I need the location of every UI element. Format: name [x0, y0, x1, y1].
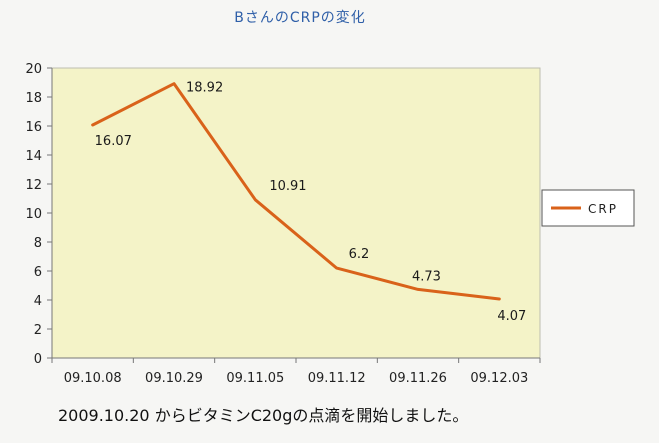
- y-tick-label: 2: [34, 323, 42, 338]
- plot-area: [51, 67, 541, 359]
- data-label: 10.91: [269, 179, 306, 194]
- data-label: 4.07: [497, 309, 526, 324]
- y-tick-label: 10: [25, 207, 42, 222]
- x-axis: 09.10.08 09.10.29 09.11.05 09.11.12 09.11.26…: [51, 357, 541, 386]
- y-tick-label: 16: [25, 120, 42, 135]
- x-tick-label: 09.11.12: [308, 371, 366, 386]
- series-layer: 16.07 18.92 10.91 6.2 4.73 4.07: [91, 81, 526, 324]
- x-tick-label: 09.12.03: [470, 371, 528, 386]
- data-label: 6.2: [349, 247, 370, 262]
- chart-title: BさんのCRPの変化: [234, 9, 366, 26]
- y-tick-label: 0: [34, 352, 42, 367]
- y-tick-label: 12: [25, 178, 42, 193]
- y-tick-label: 4: [34, 294, 42, 309]
- x-tick-label: 09.10.08: [64, 371, 122, 386]
- y-axis: 0 2 4 6 8 10 12 14 16 18 20: [25, 62, 53, 367]
- x-tick-label: 09.10.29: [145, 371, 203, 386]
- vitamin-c-note: 2009.10.20 からビタミンC20gの点滴を開始しました。: [58, 406, 469, 425]
- y-tick-label: 14: [25, 149, 42, 164]
- y-tick-label: 6: [34, 265, 42, 280]
- crp-series-line: [91, 82, 501, 301]
- legend: CRP: [541, 189, 635, 227]
- x-tick-label: 09.11.26: [389, 371, 447, 386]
- data-label: 16.07: [95, 134, 132, 149]
- y-tick-label: 8: [34, 236, 42, 251]
- legend-label-crp: CRP: [588, 202, 618, 216]
- y-tick-label: 20: [25, 62, 42, 77]
- x-tick-label: 09.11.05: [226, 371, 284, 386]
- data-label: 18.92: [186, 81, 223, 96]
- data-label: 4.73: [412, 269, 441, 284]
- y-tick-label: 18: [25, 91, 42, 106]
